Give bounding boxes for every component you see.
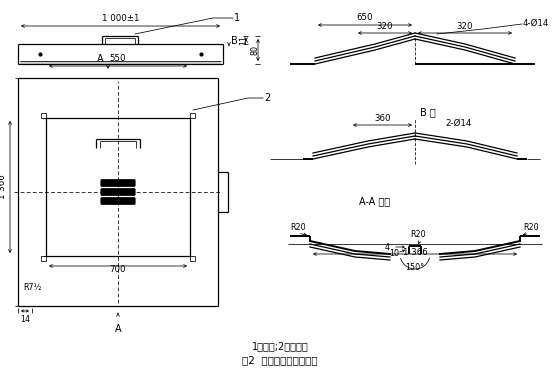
Bar [190,256,195,261]
Text: R20: R20 [523,223,539,232]
Text: 360: 360 [374,114,391,123]
Text: 14: 14 [20,315,30,324]
Text: 320: 320 [377,22,393,31]
Text: 11: 11 [239,35,248,45]
FancyBboxPatch shape [101,188,135,196]
Text: A: A [115,324,122,334]
Text: A: A [97,54,103,64]
Text: B 向: B 向 [420,107,436,117]
Bar [41,256,46,261]
Text: R7½: R7½ [23,283,41,292]
Text: 2: 2 [264,93,270,103]
Text: 1: 1 [234,13,240,23]
Text: 650: 650 [357,13,374,22]
Bar [20,61,221,64]
Bar [41,113,46,118]
Text: 550: 550 [110,54,126,63]
Text: 图2  新型盖板结构示意图: 图2 新型盖板结构示意图 [242,355,318,365]
Text: 1 000±1: 1 000±1 [102,14,139,23]
Text: A-A 旋转: A-A 旋转 [360,196,390,206]
Text: 80: 80 [251,45,260,55]
Text: 10: 10 [389,248,399,258]
Text: 700: 700 [110,265,126,274]
FancyBboxPatch shape [101,197,135,205]
Bar [190,113,195,118]
Text: 1－罩壳;2－观察盖: 1－罩壳;2－观察盖 [251,341,309,351]
Text: 320: 320 [457,22,473,31]
Text: 1 366: 1 366 [0,175,7,199]
Text: 4-Ø14: 4-Ø14 [523,18,549,28]
Text: 150°: 150° [405,263,424,272]
Text: B: B [231,36,238,46]
Text: R20: R20 [410,230,426,239]
FancyBboxPatch shape [101,179,135,187]
Text: 1 366: 1 366 [403,248,427,257]
Text: R20: R20 [290,223,306,232]
Text: 4: 4 [385,242,390,251]
Text: 2-Ø14: 2-Ø14 [445,119,472,128]
